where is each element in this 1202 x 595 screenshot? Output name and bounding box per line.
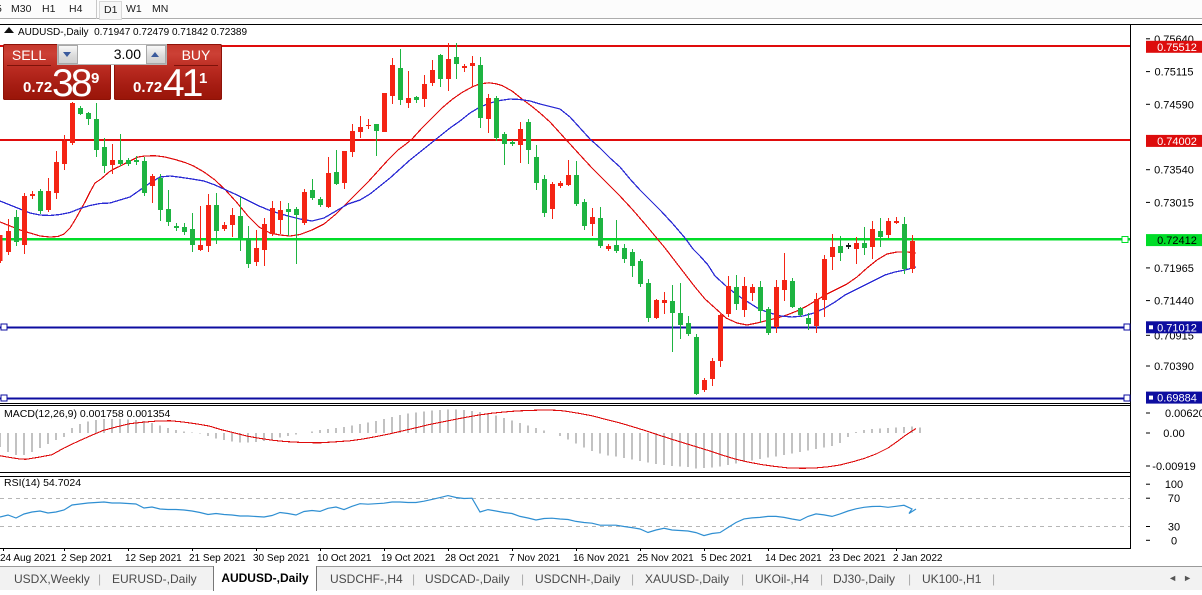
svg-text:0.74590: 0.74590 bbox=[1154, 99, 1194, 111]
svg-text:21 Sep 2021: 21 Sep 2021 bbox=[189, 553, 246, 564]
svg-text:0.006201: 0.006201 bbox=[1165, 408, 1202, 420]
svg-text:23 Dec 2021: 23 Dec 2021 bbox=[829, 553, 886, 564]
svg-text:100: 100 bbox=[1165, 479, 1183, 491]
svg-text:30 Sep 2021: 30 Sep 2021 bbox=[253, 553, 310, 564]
svg-text:2 Sep 2021: 2 Sep 2021 bbox=[61, 553, 113, 564]
svg-text:-0.00919: -0.00919 bbox=[1152, 461, 1195, 473]
svg-text:RSI(14) 54.7024: RSI(14) 54.7024 bbox=[4, 477, 81, 489]
svg-text:5 Dec 2021: 5 Dec 2021 bbox=[701, 553, 753, 564]
svg-text:16 Nov 2021: 16 Nov 2021 bbox=[573, 553, 630, 564]
svg-text:0.73015: 0.73015 bbox=[1154, 197, 1194, 209]
svg-text:0.00: 0.00 bbox=[1163, 428, 1184, 440]
svg-text:70: 70 bbox=[1168, 493, 1180, 505]
svg-text:0.71965: 0.71965 bbox=[1154, 263, 1194, 275]
svg-text:0.71012: 0.71012 bbox=[1157, 322, 1197, 334]
svg-text:AUDUSD-,Daily 0.71947 0.72479: AUDUSD-,Daily 0.71947 0.72479 0.71842 0.… bbox=[18, 27, 247, 38]
svg-text:0.69884: 0.69884 bbox=[1157, 393, 1197, 405]
svg-text:MACD(12,26,9) 0.001758 0.00135: MACD(12,26,9) 0.001758 0.001354 bbox=[4, 408, 171, 420]
svg-text:10 Oct 2021: 10 Oct 2021 bbox=[317, 553, 372, 564]
svg-text:7 Nov 2021: 7 Nov 2021 bbox=[509, 553, 561, 564]
svg-text:0: 0 bbox=[1171, 535, 1177, 547]
svg-text:28 Oct 2021: 28 Oct 2021 bbox=[445, 553, 500, 564]
svg-text:0.74002: 0.74002 bbox=[1157, 136, 1197, 148]
svg-text:0.71440: 0.71440 bbox=[1154, 296, 1194, 308]
svg-text:19 Oct 2021: 19 Oct 2021 bbox=[381, 553, 436, 564]
svg-text:14 Dec 2021: 14 Dec 2021 bbox=[765, 553, 822, 564]
svg-text:12 Sep 2021: 12 Sep 2021 bbox=[125, 553, 182, 564]
svg-text:30: 30 bbox=[1168, 522, 1180, 534]
svg-text:0.73540: 0.73540 bbox=[1154, 165, 1194, 177]
svg-text:0.72412: 0.72412 bbox=[1157, 235, 1197, 247]
svg-text:0.75512: 0.75512 bbox=[1157, 42, 1197, 54]
svg-text:2 Jan 2022: 2 Jan 2022 bbox=[893, 553, 943, 564]
svg-text:25 Nov 2021: 25 Nov 2021 bbox=[637, 553, 694, 564]
svg-text:0.75115: 0.75115 bbox=[1155, 67, 1194, 79]
svg-text:24 Aug 2021: 24 Aug 2021 bbox=[0, 553, 57, 564]
svg-text:0.70390: 0.70390 bbox=[1154, 361, 1194, 373]
